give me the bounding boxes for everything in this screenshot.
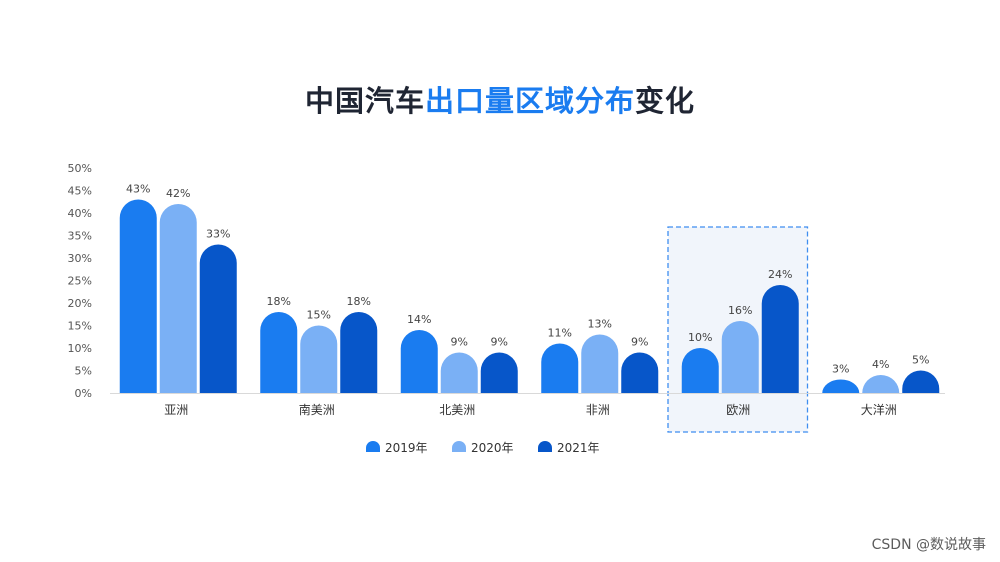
y-tick-label: 20% [68,297,92,310]
x-tick-label: 南美洲 [299,402,335,417]
legend-label: 2019年 [385,441,428,455]
y-tick-label: 45% [68,185,92,198]
y-tick-label: 40% [68,207,92,220]
y-tick-label: 10% [68,342,92,355]
bar [340,312,378,393]
legend-swatch [538,441,552,452]
y-tick-label: 50% [68,162,92,175]
x-tick-label: 大洋洲 [861,402,897,417]
data-label: 24% [768,268,792,281]
bar [440,352,478,393]
data-label: 18% [267,295,291,308]
data-label: 3% [832,363,849,376]
x-tick-label: 欧洲 [726,403,750,417]
y-tick-label: 30% [68,252,92,265]
x-tick-label: 亚洲 [164,403,188,417]
x-tick-label: 非洲 [586,403,610,417]
chart-title-prefix: 中国汽车 [304,84,425,118]
bar [621,352,659,393]
bar [822,379,860,393]
y-tick-label: 35% [68,230,92,243]
legend-swatch [366,441,380,452]
bar [400,330,438,393]
bar [480,352,518,393]
bar [541,343,579,393]
bar [260,312,298,393]
data-label: 13% [588,318,612,331]
watermark-text: CSDN @数说故事 [871,537,986,553]
bar [862,375,900,393]
y-tick-label: 25% [68,275,92,288]
y-tick-label: 5% [75,365,92,378]
bar [159,204,197,393]
y-tick-label: 0% [75,387,92,400]
data-label: 14% [407,313,431,326]
data-label: 11% [548,327,572,340]
data-label: 10% [688,331,712,344]
data-label: 42% [166,187,190,200]
data-label: 33% [206,228,230,241]
data-label: 16% [728,304,752,317]
legend-label: 2020年 [471,441,514,455]
bar [902,370,940,393]
y-tick-label: 15% [68,320,92,333]
data-label: 18% [347,295,371,308]
bar [199,244,237,393]
bar [761,285,799,393]
data-label: 5% [912,354,929,367]
data-label: 9% [451,336,468,349]
data-label: 4% [872,358,889,371]
chart-title-suffix: 变化 [635,84,696,118]
data-label: 9% [631,336,648,349]
bar [300,325,338,393]
chart-title: 中国汽车出口量区域分布变化 [0,78,1000,120]
bar [119,199,157,393]
data-label: 43% [126,183,150,196]
x-tick-label: 北美洲 [439,403,475,417]
legend-label: 2021年 [557,441,600,455]
chart-title-highlight: 出口量区域分布 [424,84,635,118]
bar [721,321,759,393]
bar [681,348,719,393]
legend-swatch [452,441,466,452]
data-label: 9% [491,336,508,349]
bar [581,334,619,393]
data-label: 15% [307,309,331,322]
